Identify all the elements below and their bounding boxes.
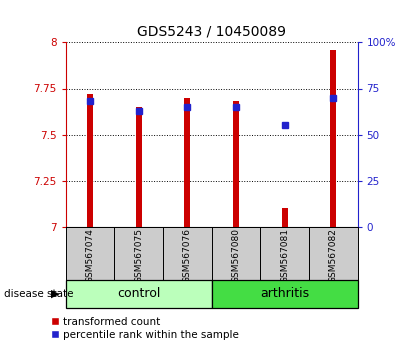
Bar <box>282 208 288 227</box>
Text: GSM567082: GSM567082 <box>329 228 338 283</box>
Title: GDS5243 / 10450089: GDS5243 / 10450089 <box>137 24 286 39</box>
Bar <box>136 107 142 227</box>
Bar <box>212 227 260 280</box>
Text: GSM567076: GSM567076 <box>183 228 192 283</box>
Text: disease state: disease state <box>4 289 74 299</box>
Bar <box>212 280 358 308</box>
Bar <box>66 227 114 280</box>
Bar <box>309 227 358 280</box>
Legend: transformed count, percentile rank within the sample: transformed count, percentile rank withi… <box>51 317 239 340</box>
Text: GSM567075: GSM567075 <box>134 228 143 283</box>
Text: control: control <box>117 287 160 300</box>
Text: arthritis: arthritis <box>260 287 309 300</box>
Bar <box>185 98 190 227</box>
Bar <box>114 227 163 280</box>
Text: GSM567081: GSM567081 <box>280 228 289 283</box>
Bar <box>163 227 212 280</box>
Text: GSM567074: GSM567074 <box>85 228 95 283</box>
Bar <box>233 101 239 227</box>
Bar <box>87 94 93 227</box>
Bar <box>260 227 309 280</box>
Bar <box>330 50 336 227</box>
Text: GSM567080: GSM567080 <box>231 228 240 283</box>
Text: ▶: ▶ <box>51 289 60 299</box>
Bar <box>66 280 212 308</box>
